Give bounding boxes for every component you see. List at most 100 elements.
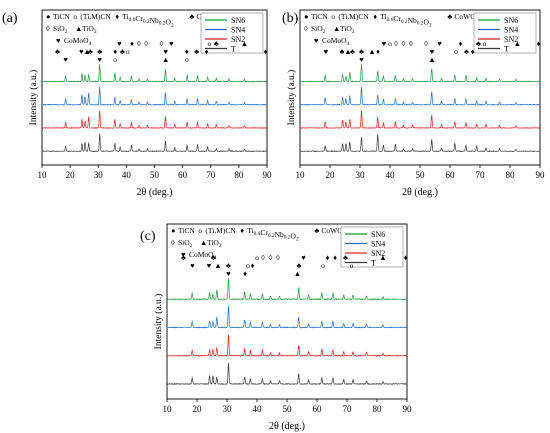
peak-marker: ◊ [394, 39, 398, 48]
x-tick-label: 30 [356, 170, 366, 180]
phase-symbol: ♣ [314, 226, 319, 235]
x-tick-label: 50 [150, 170, 160, 180]
peak-marker: ♥ [79, 47, 84, 56]
peak-marker: ♦ [113, 47, 117, 56]
y-axis-label: Intensity (a.u.) [28, 70, 39, 126]
phase-label: CoMoO4 [64, 36, 92, 47]
peak-marker: ♣ [194, 47, 199, 56]
peak-marker: ♣ [211, 253, 216, 262]
phase-symbol: ▲ [75, 24, 82, 33]
phase-label: SiO2 [178, 238, 193, 249]
peak-marker: ♣ [181, 253, 186, 262]
peak-marker: ▲ [514, 39, 521, 48]
peak-marker: ♣ [55, 47, 60, 56]
peak-marker: ♣ [297, 261, 302, 270]
peak-marker: ♥ [226, 269, 231, 278]
peak-marker: ♦ [264, 47, 268, 56]
peak-marker: ▲ [214, 261, 221, 270]
x-tick-label: 80 [373, 404, 383, 414]
x-tick-label: 50 [416, 170, 426, 180]
peak-marker: ♥ [97, 55, 102, 64]
peak-marker: ◊ [402, 39, 406, 48]
x-tick-label: 90 [263, 170, 273, 180]
x-tick-label: 10 [296, 170, 306, 180]
peak-marker: o [185, 55, 189, 64]
trace-t [41, 133, 267, 153]
peak-marker: ♥ [169, 39, 174, 48]
peak-marker: ♣ [214, 39, 219, 48]
phase-symbol: ♦ [373, 12, 377, 21]
trace-sn6 [300, 64, 541, 83]
x-tick-label: 20 [66, 170, 76, 180]
phase-symbol: ♣ [447, 12, 452, 21]
trace-t [300, 134, 540, 153]
phase-label: (Ti,M)CN [80, 12, 111, 21]
legend-label: SN2 [231, 35, 245, 44]
y-axis-label: Intensity (a.u.) [153, 294, 164, 350]
peak-marker: ♦ [243, 269, 247, 278]
legend-label: SN4 [231, 26, 245, 35]
x-tick-label: 70 [343, 404, 353, 414]
phase-label: CoMoO4 [322, 36, 350, 47]
x-tick-label: 20 [326, 170, 336, 180]
peak-marker: ♦ [376, 47, 380, 56]
legend-label: T [504, 45, 509, 54]
x-tick-label: 60 [313, 404, 323, 414]
peak-marker: ♥ [382, 39, 387, 48]
legend-label: SN6 [504, 16, 518, 25]
peak-marker: ◊ [261, 253, 265, 262]
x-tick-label: 10 [38, 170, 48, 180]
x-tick-label: 40 [253, 404, 263, 414]
panel-a: (a) 10 20 30 40 50 60 70 80 90 2θ (deg.) Intensity … [2, 9, 273, 198]
phase-label: Ti0.6Cr0.2Nb0.2O2 [380, 12, 432, 29]
phase-label: TiCN [311, 12, 328, 21]
phase-label: TiCN [178, 226, 195, 235]
phase-symbol: o [331, 12, 335, 21]
peak-marker: o [483, 39, 487, 48]
peak-marker: o [388, 39, 392, 48]
peak-marker: ♦ [130, 39, 134, 48]
peak-marker: ♥ [437, 39, 442, 48]
phase-symbol: o [198, 226, 202, 235]
peak-marker: ▲ [379, 253, 386, 262]
peak-marker: ◊ [144, 39, 148, 48]
x-tick-label: 30 [223, 404, 233, 414]
peak-marker: ♥ [190, 261, 195, 270]
peak-marker: o [207, 39, 211, 48]
peak-markers: ♥ ♣ ▲♣♥♣ ▲ ♦♥ o ◊ ◊ ◊ ◊▲♥♥o♦♣ ♦♣ o ▲ ♦ [324, 39, 541, 64]
peak-marker: ♣ [343, 253, 348, 262]
trace-t [166, 362, 407, 386]
phase-symbol: ▲ [333, 24, 340, 33]
x-tick-label: 70 [206, 170, 216, 180]
peak-marker: ▲ [162, 55, 169, 64]
peak-marker: ♦ [326, 253, 330, 262]
peak-marker: o [255, 253, 259, 262]
x-tick-label: 30 [94, 170, 104, 180]
phase-symbol: ● [171, 226, 176, 235]
phase-label: CoMoO4 [189, 250, 217, 261]
trace-sn4 [166, 306, 407, 329]
peak-marker: ♣ [88, 47, 93, 56]
peak-marker: ▲ [428, 55, 435, 64]
peak-marker: ◊ [269, 253, 273, 262]
peak-marker: ▲ [241, 39, 248, 48]
peak-marker: ◊ [137, 39, 141, 48]
peak-marker: ♥ [63, 55, 68, 64]
peak-marker: ♦ [471, 47, 475, 56]
x-tick-label: 80 [234, 170, 244, 180]
trace-sn4 [41, 87, 267, 106]
phase-label: SiO2 [311, 24, 326, 35]
peak-marker: ♦ [333, 253, 337, 262]
peak-marker: o [321, 261, 325, 270]
phase-legend: ●TiCNo(Ti,M)CN♦Ti0.6Cr0.2Nb0.2O2♣CoWO4◊S… [304, 12, 479, 47]
peak-marker: ♥ [117, 39, 122, 48]
phase-symbol: ♣ [189, 12, 194, 21]
phase-symbol: ♥ [56, 36, 61, 45]
phase-legend: ●TiCNo(Ti,M)CN♦Ti0.6Cr0.2Nb0.2O2♣CoWO4◊S… [171, 226, 346, 261]
phase-label: (Ti,M)CN [338, 12, 369, 21]
phase-label: Ti0.6Cr0.2Nb0.2O2 [122, 12, 174, 29]
peak-marker: ♥ [324, 47, 329, 56]
phase-symbol: ♥ [314, 36, 319, 45]
